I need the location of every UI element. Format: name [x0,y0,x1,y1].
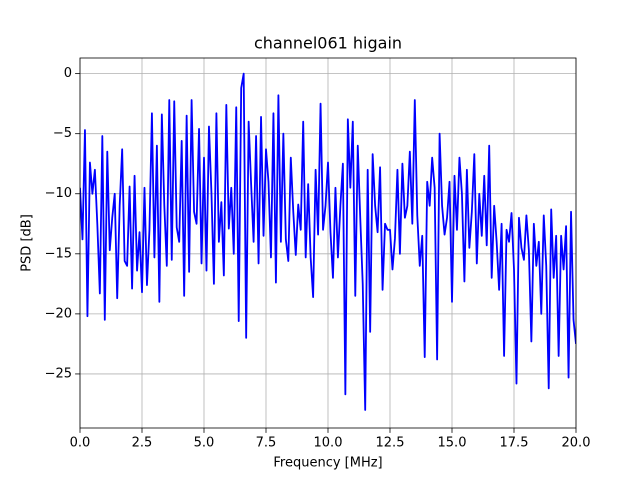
y-tick-label: −15 [45,246,72,261]
x-tick-label: 0.0 [70,436,91,451]
x-axis-label: Frequency [MHz] [273,456,382,471]
chart-title: channel061 higain [254,34,402,53]
x-tick-label: 12.5 [376,436,405,451]
x-tick-label: 20.0 [562,436,591,451]
y-axis-label: PSD [dB] [20,214,35,272]
y-tick-label: −20 [45,306,72,321]
data-line [80,72,576,411]
y-tick-label: 0 [64,66,72,81]
plot-frame [79,57,577,429]
x-tick-label: 2.5 [132,436,153,451]
x-tick-label: 7.5 [256,436,277,451]
x-tick-label: 10.0 [314,436,343,451]
y-tick-label: −10 [45,186,72,201]
y-tick-label: −5 [53,126,72,141]
x-tick-label: 15.0 [438,436,467,451]
x-tick-label: 5.0 [194,436,215,451]
y-tick-label: −25 [45,366,72,381]
x-tick-label: 17.5 [500,436,529,451]
